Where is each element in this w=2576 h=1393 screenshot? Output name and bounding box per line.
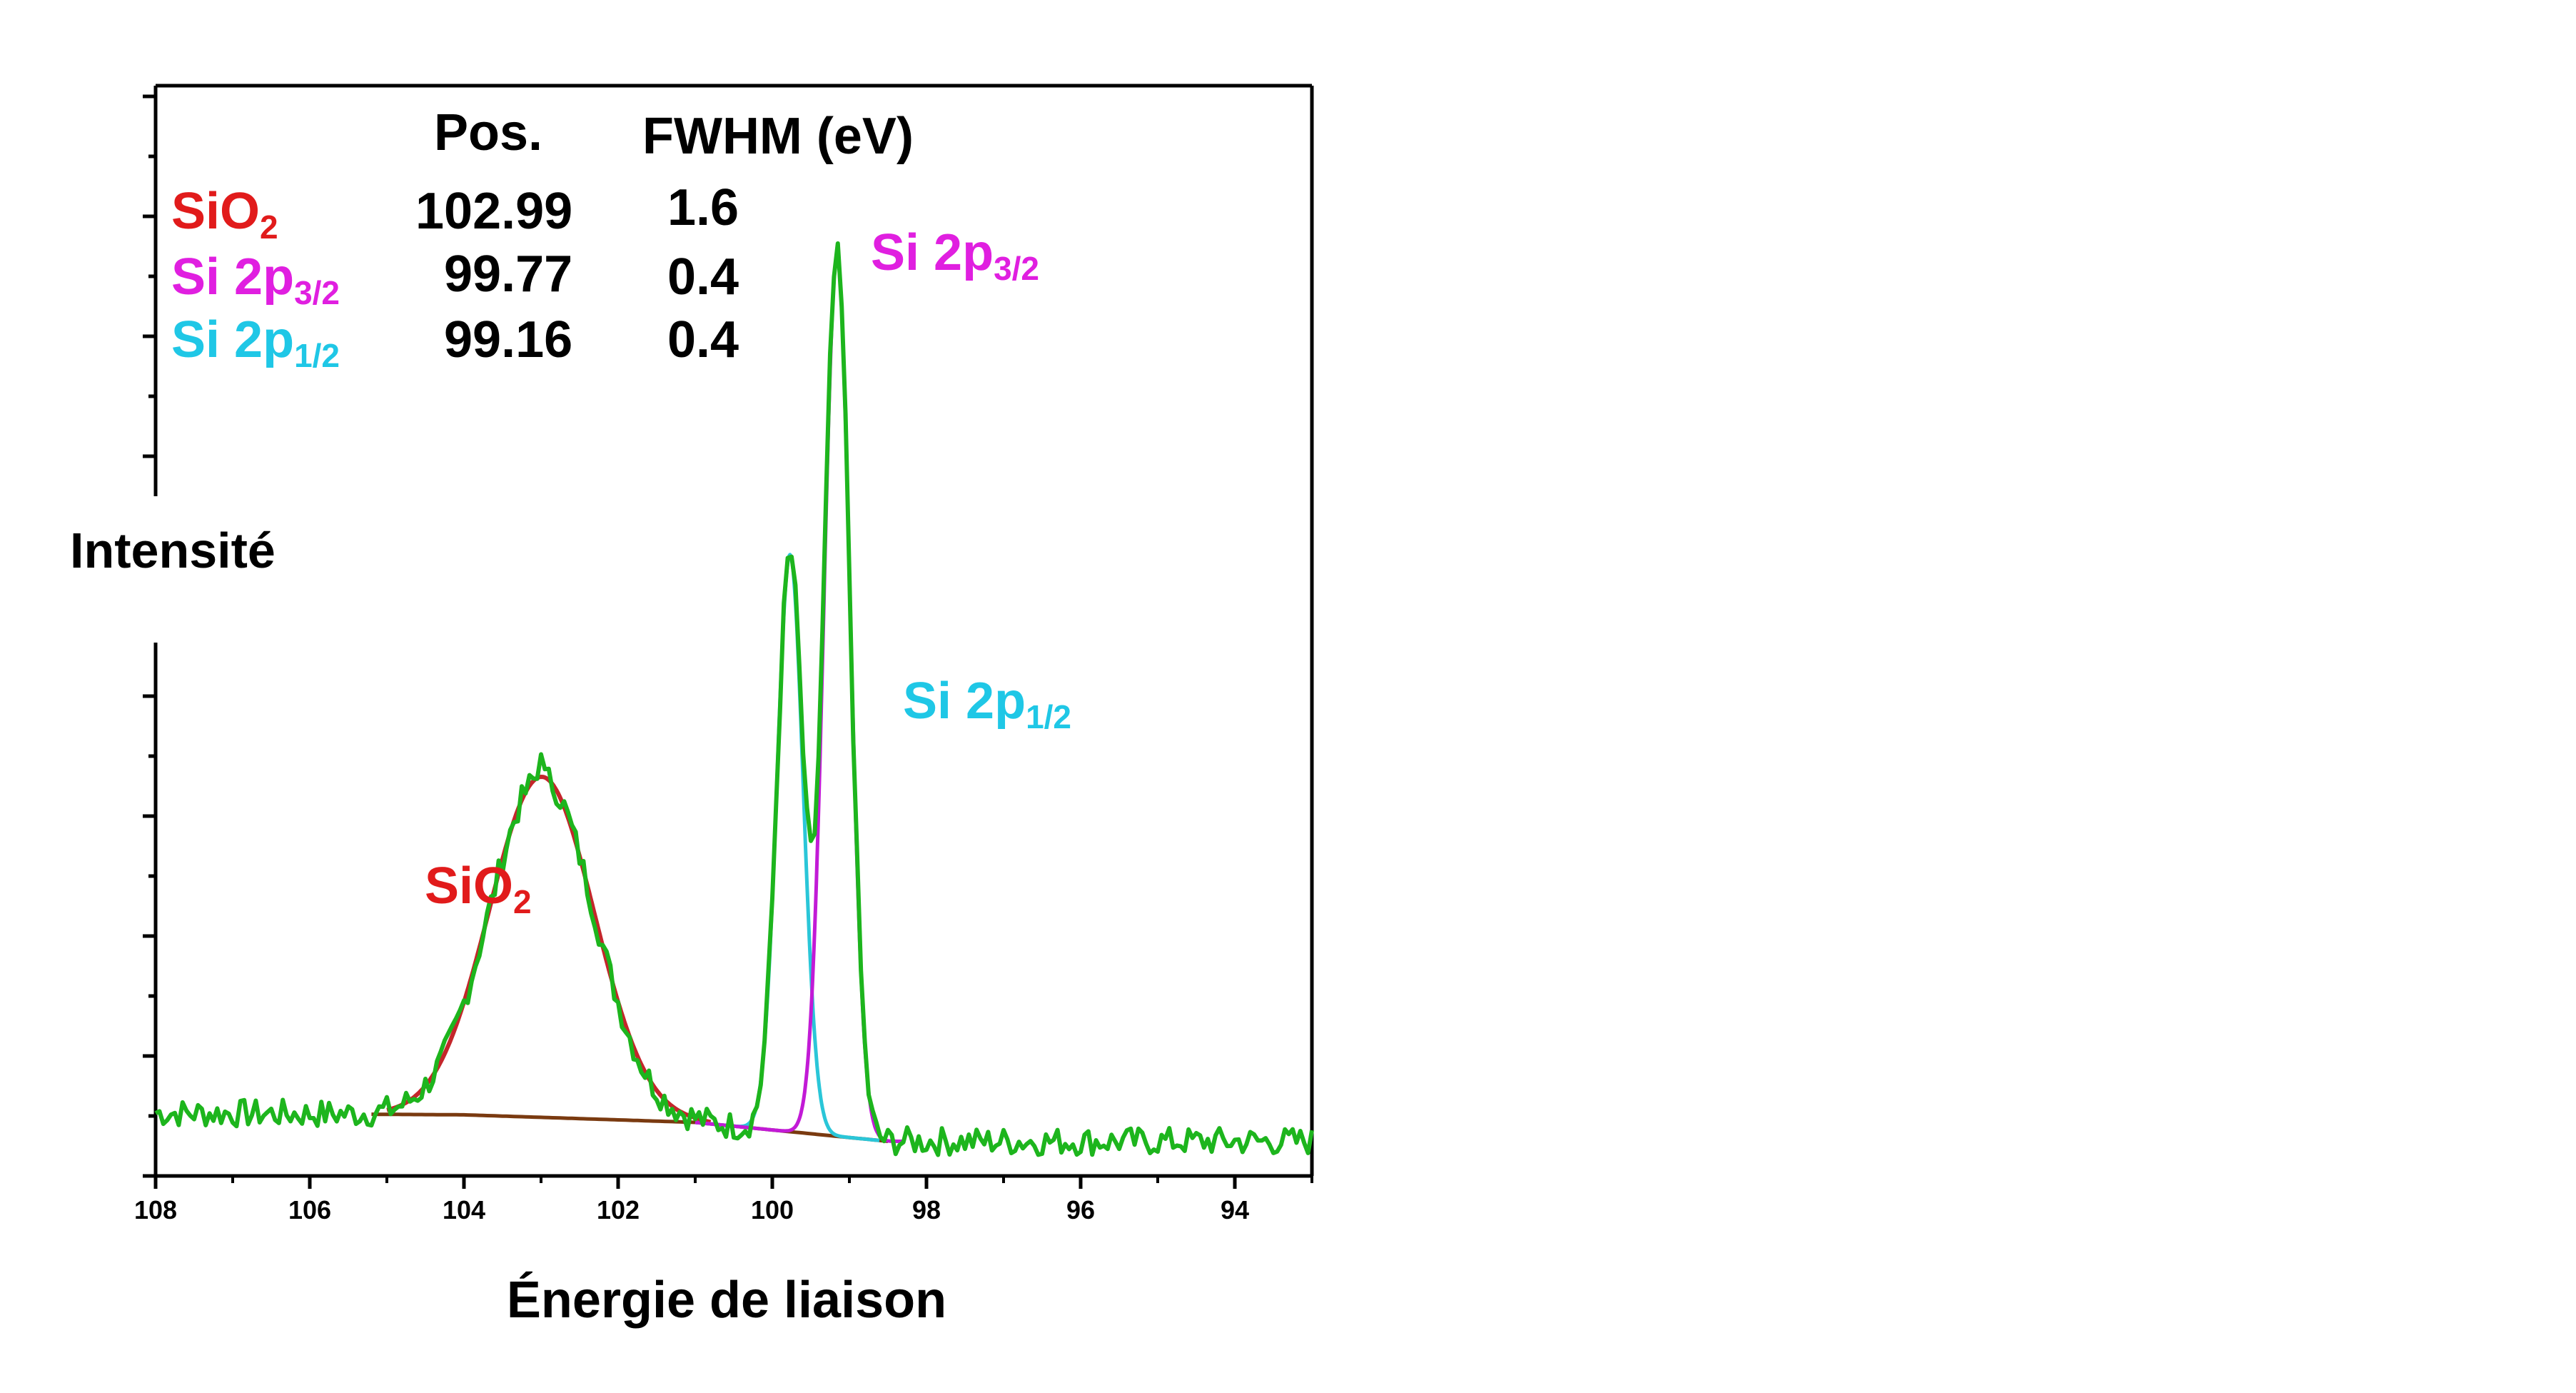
x-tick-label: 94 bbox=[1221, 1195, 1249, 1224]
table-row-name: Si 2p3/2 bbox=[171, 248, 340, 311]
table-row-name: SiO2 bbox=[171, 183, 278, 246]
x-tick-label: 108 bbox=[134, 1195, 177, 1224]
table-header-fwhm: FWHM (eV) bbox=[642, 108, 914, 165]
y-ticks bbox=[143, 94, 156, 1178]
x-tick-label: 104 bbox=[443, 1195, 485, 1224]
background-line bbox=[371, 1112, 889, 1143]
x-tick-label: 106 bbox=[288, 1195, 331, 1224]
table-row-fwhm: 0.4 bbox=[667, 248, 739, 306]
table-row-fwhm: 1.6 bbox=[667, 179, 739, 236]
table-row-fwhm: 0.4 bbox=[667, 311, 739, 368]
peak-label-sio2: SiO2 bbox=[425, 858, 532, 920]
x-tick-label: 102 bbox=[597, 1195, 640, 1224]
table-row-pos: 99.77 bbox=[444, 246, 572, 303]
x-tick-label: 96 bbox=[1066, 1195, 1095, 1224]
x-axis-label: Énergie de liaison bbox=[507, 1272, 946, 1329]
table-row-pos: 102.99 bbox=[415, 183, 572, 240]
table-header-pos: Pos. bbox=[434, 104, 542, 161]
peak-label-si2p12: Si 2p1/2 bbox=[903, 673, 1071, 735]
peak-label-si2p32: Si 2p3/2 bbox=[871, 224, 1039, 287]
x-tick-label: 98 bbox=[912, 1195, 941, 1224]
table-row-pos: 99.16 bbox=[444, 311, 572, 368]
table-row-name: Si 2p1/2 bbox=[171, 311, 340, 374]
measured-envelope-line bbox=[154, 241, 1314, 1157]
plot-frame bbox=[153, 84, 1314, 1178]
results-table: Pos. FWHM (eV) SiO2 102.99 1.6 Si 2p3/2 … bbox=[171, 104, 914, 374]
curves bbox=[154, 241, 1314, 1157]
y-axis-label: Intensité bbox=[70, 523, 276, 578]
x-ticks: 108 106 104 102 100 98 96 94 bbox=[134, 1176, 1313, 1224]
x-tick-label: 100 bbox=[751, 1195, 794, 1224]
